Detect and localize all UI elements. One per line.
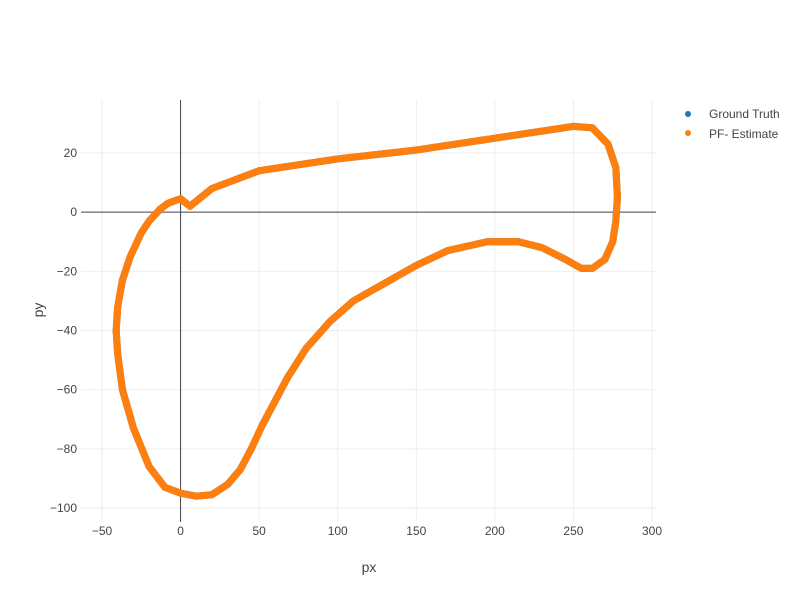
y-tick-label: −60 (57, 383, 78, 397)
zero-lines (81, 100, 656, 522)
y-tick-label: 20 (64, 146, 78, 160)
data-series (112, 122, 622, 500)
legend[interactable]: Ground Truth PF- Estimate (685, 107, 780, 141)
x-tick-label: 0 (177, 524, 184, 538)
data-point-pf-estimate (186, 202, 194, 210)
legend-marker-ground-truth (685, 111, 691, 117)
series-pf-estimate (112, 122, 622, 500)
legend-item-ground-truth[interactable]: Ground Truth (685, 107, 780, 121)
series-ground-truth (112, 122, 622, 500)
x-tick-label: 300 (642, 524, 662, 538)
x-tick-label: 50 (252, 524, 266, 538)
grid-lines (81, 100, 656, 522)
x-tick-label: 200 (485, 524, 505, 538)
y-tick-labels: −100 −80 −60 −40 −20 0 20 (50, 146, 77, 515)
y-tick-label: 0 (70, 205, 77, 219)
x-tick-labels: −50 0 50 100 150 200 250 300 (92, 524, 663, 538)
legend-marker-pf-estimate (685, 130, 691, 136)
y-axis-title: py (30, 303, 46, 318)
x-axis-title: px (362, 559, 377, 575)
y-tick-label: −40 (57, 324, 78, 338)
x-tick-label: 100 (328, 524, 348, 538)
legend-item-pf-estimate[interactable]: PF- Estimate (685, 127, 779, 141)
x-tick-label: −50 (92, 524, 113, 538)
x-tick-label: 250 (563, 524, 583, 538)
y-tick-label: −20 (57, 264, 78, 278)
x-tick-label: 150 (406, 524, 426, 538)
legend-label-pf-estimate: PF- Estimate (709, 127, 779, 141)
legend-label-ground-truth: Ground Truth (709, 107, 780, 121)
y-tick-label: −100 (50, 501, 77, 515)
y-tick-label: −80 (57, 442, 78, 456)
